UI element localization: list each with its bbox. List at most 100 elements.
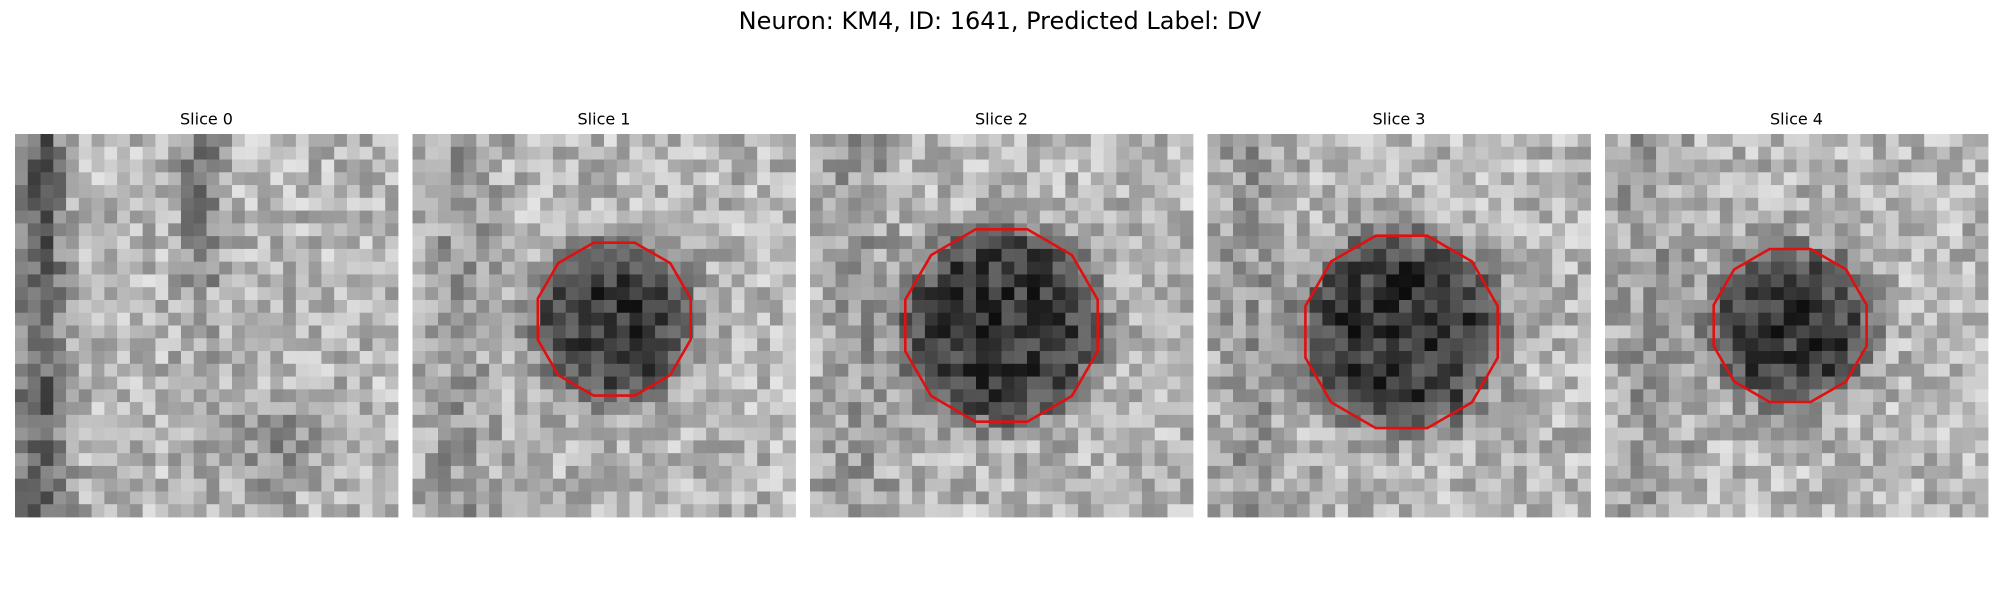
pixel [206, 351, 220, 365]
pixel [1424, 440, 1438, 454]
pixel [822, 134, 836, 148]
pixel [1707, 146, 1721, 160]
pixel [744, 210, 758, 224]
pixel [1284, 236, 1298, 250]
contour [903, 228, 1099, 424]
pixel [1090, 363, 1105, 377]
pixel [40, 248, 54, 263]
pixel [1707, 236, 1721, 250]
pixel [1399, 453, 1413, 467]
pixel [1745, 159, 1759, 173]
pixel [731, 223, 745, 237]
pixel [501, 248, 516, 263]
pixel [1656, 491, 1670, 505]
pixel [1180, 261, 1194, 275]
pixel [1719, 223, 1734, 237]
pixel [1462, 312, 1476, 326]
pixel [1564, 197, 1579, 211]
pixel [1668, 210, 1682, 224]
pixel [40, 325, 54, 339]
pixel [219, 478, 233, 492]
pixel [1975, 261, 1989, 275]
pixel [1116, 325, 1130, 339]
pixel [873, 504, 887, 518]
pixel [769, 210, 784, 224]
pixel [718, 427, 733, 441]
pixel [1873, 159, 1887, 173]
pixel [1681, 338, 1695, 352]
pixel [1860, 159, 1874, 173]
pixel [489, 453, 503, 467]
pixel [359, 134, 373, 148]
pixel [1335, 491, 1349, 505]
pixel [1180, 274, 1194, 288]
pixel [912, 223, 926, 237]
pixel [78, 465, 92, 480]
pixel [1758, 440, 1772, 454]
pixel [372, 414, 386, 429]
pixel [193, 236, 207, 250]
pixel [886, 236, 900, 250]
pixel [1630, 197, 1644, 211]
pixel [782, 299, 796, 314]
pixel [91, 453, 105, 467]
pixel [168, 414, 182, 429]
pixel [1411, 159, 1425, 173]
pixel [782, 351, 796, 365]
pixel [91, 338, 105, 352]
pixel [1437, 223, 1451, 237]
pixel [527, 172, 541, 186]
pixel [1949, 312, 1963, 326]
pixel [1180, 504, 1194, 518]
pixel [463, 236, 477, 250]
pixel [667, 223, 681, 237]
pixel [1347, 491, 1362, 505]
pixel [822, 363, 836, 377]
pixel [1745, 440, 1759, 454]
pixel [1284, 453, 1298, 467]
pixel [1129, 427, 1143, 441]
pixel [873, 236, 887, 250]
pixel [334, 274, 348, 288]
pixel [527, 338, 541, 352]
pixel [40, 287, 54, 301]
pixel [450, 491, 464, 505]
pixel [1834, 465, 1848, 480]
pixel [1335, 197, 1349, 211]
pixel [1475, 325, 1489, 339]
pixel [731, 159, 745, 173]
pixel [1577, 504, 1591, 518]
pixel [232, 376, 246, 390]
pixel [667, 134, 681, 148]
pixel [1526, 376, 1540, 390]
pixel [1141, 465, 1156, 480]
pixel [565, 197, 579, 211]
pixel [616, 159, 630, 173]
pixel [975, 465, 990, 480]
pixel [1796, 478, 1810, 492]
pixel [1373, 440, 1387, 454]
pixel [744, 197, 758, 211]
pixel [1014, 236, 1028, 250]
pixel [1360, 197, 1374, 211]
pixel [540, 325, 554, 339]
pixel [219, 248, 233, 263]
pixel [1719, 172, 1734, 186]
pixel [372, 325, 386, 339]
pixel [476, 287, 490, 301]
pixel [27, 274, 41, 288]
pixel [1707, 504, 1721, 518]
pixel [1898, 414, 1912, 429]
pixel [78, 312, 92, 326]
pixel [438, 440, 452, 454]
pixel [1873, 287, 1887, 301]
pixel [1373, 402, 1387, 416]
pixel [1296, 159, 1311, 173]
pixel [1258, 414, 1272, 429]
pixel [886, 261, 900, 275]
pixel [321, 248, 335, 263]
pixel [385, 185, 399, 199]
pixel [219, 465, 233, 480]
pixel [629, 261, 643, 275]
pixel [822, 402, 836, 416]
